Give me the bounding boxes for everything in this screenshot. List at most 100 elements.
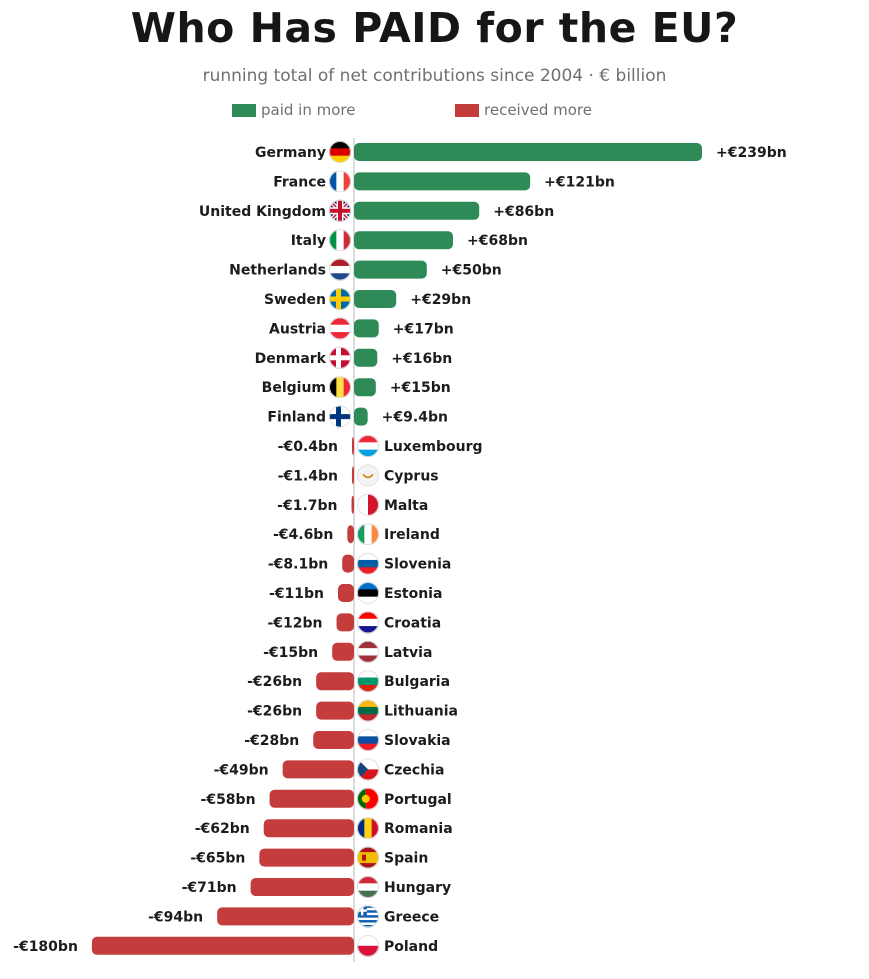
croatia-flag-icon: [357, 611, 379, 634]
category-label-netherlands: Netherlands: [229, 263, 326, 279]
legend-item-paid-in-more: paid in more: [232, 100, 355, 120]
category-label-hungary: Hungary: [384, 880, 451, 896]
value-label-austria: +€17bn: [393, 321, 454, 337]
value-label-greece: -€94bn: [148, 909, 203, 925]
malta-flag-icon: [357, 493, 379, 516]
category-label-luxembourg: Luxembourg: [384, 439, 483, 455]
bar-bulgaria: [316, 672, 354, 691]
bar-sweden: [354, 290, 397, 308]
value-label-cyprus: -€1.4bn: [278, 468, 338, 484]
bar-denmark: [354, 348, 378, 367]
category-label-belgium: Belgium: [262, 380, 326, 396]
value-label-poland: -€180bn: [13, 939, 78, 955]
value-label-romania: -€62bn: [195, 821, 250, 837]
category-label-malta: Malta: [384, 498, 428, 514]
bar-ireland: [347, 525, 354, 544]
spain-flag-icon: [357, 846, 379, 869]
value-label-czechia: -€49bn: [214, 762, 269, 778]
category-label-united-kingdom: United Kingdom: [199, 204, 326, 220]
category-label-slovakia: Slovakia: [384, 733, 451, 749]
value-label-portugal: -€58bn: [201, 792, 256, 808]
category-label-ireland: Ireland: [384, 527, 440, 543]
slovenia-flag-icon: [357, 552, 379, 575]
value-label-lithuania: -€26bn: [247, 704, 302, 720]
category-label-poland: Poland: [384, 939, 438, 955]
category-label-czechia: Czechia: [384, 762, 444, 778]
legend-label-received-more: received more: [484, 101, 592, 119]
value-label-latvia: -€15bn: [263, 645, 318, 661]
value-label-united-kingdom: +€86bn: [493, 204, 554, 220]
lithuania-flag-icon: [357, 699, 379, 722]
bar-finland: [354, 407, 368, 426]
bar-france: [354, 172, 531, 191]
category-label-italy: Italy: [291, 233, 326, 249]
bar-slovenia: [342, 554, 354, 573]
bar-italy: [354, 231, 454, 250]
france-flag-icon: [329, 170, 351, 193]
finland-flag-icon: [329, 405, 351, 428]
value-label-spain: -€65bn: [190, 851, 245, 867]
italy-flag-icon: [329, 229, 351, 252]
category-label-lithuania: Lithuania: [384, 704, 458, 720]
bar-slovakia: [313, 731, 354, 749]
category-label-portugal: Portugal: [384, 792, 452, 808]
bulgaria-flag-icon: [357, 670, 379, 693]
value-label-netherlands: +€50bn: [441, 263, 502, 279]
hungary-flag-icon: [357, 876, 379, 898]
category-label-latvia: Latvia: [384, 645, 432, 661]
bar-cyprus: [351, 466, 354, 485]
category-label-finland: Finland: [267, 410, 326, 426]
bar-greece: [217, 907, 354, 926]
bar-luxembourg: [352, 437, 354, 455]
germany-flag-icon: [329, 141, 351, 163]
legend-item-received-more: received more: [455, 100, 592, 120]
value-label-belgium: +€15bn: [390, 380, 451, 396]
cyprus-flag-icon: [357, 464, 379, 487]
category-label-bulgaria: Bulgaria: [384, 674, 450, 690]
category-label-croatia: Croatia: [384, 615, 441, 631]
bar-belgium: [354, 378, 376, 397]
value-label-germany: +€239bn: [716, 145, 787, 161]
poland-flag-icon: [357, 934, 379, 957]
belgium-flag-icon: [329, 376, 351, 399]
latvia-flag-icon: [357, 640, 379, 663]
portugal-flag-icon: [357, 787, 379, 810]
legend-label-paid-in-more: paid in more: [261, 101, 356, 119]
category-label-slovenia: Slovenia: [384, 557, 451, 573]
category-label-cyprus: Cyprus: [384, 468, 439, 484]
chart-title: Who Has PAID for the EU?: [130, 4, 739, 52]
bar-spain: [259, 848, 354, 867]
category-label-sweden: Sweden: [264, 292, 326, 308]
bar-latvia: [332, 642, 354, 661]
value-label-ireland: -€4.6bn: [273, 527, 333, 543]
category-label-france: France: [273, 174, 326, 190]
bar-romania: [263, 819, 354, 838]
bar-united-kingdom: [354, 201, 480, 220]
value-label-luxembourg: -€0.4bn: [278, 439, 338, 455]
bar-lithuania: [316, 701, 354, 720]
bar-austria: [354, 319, 379, 338]
chart-subtitle: running total of net contributions since…: [202, 66, 667, 86]
value-label-denmark: +€16bn: [391, 351, 452, 367]
ireland-flag-icon: [357, 523, 379, 546]
estonia-flag-icon: [357, 582, 379, 604]
category-label-estonia: Estonia: [384, 586, 442, 602]
luxembourg-flag-icon: [357, 435, 379, 457]
greece-flag-icon: [357, 905, 379, 928]
romania-flag-icon: [357, 817, 379, 840]
bar-germany: [354, 143, 702, 161]
value-label-estonia: -€11bn: [269, 586, 324, 602]
legend-swatch-green: [232, 103, 256, 117]
category-label-greece: Greece: [384, 909, 439, 925]
netherlands-flag-icon: [329, 258, 351, 281]
bar-hungary: [250, 878, 354, 896]
value-label-italy: +€68bn: [467, 233, 528, 249]
slovakia-flag-icon: [357, 729, 379, 751]
value-label-croatia: -€12bn: [267, 615, 322, 631]
bar-croatia: [336, 613, 354, 632]
denmark-flag-icon: [329, 346, 351, 369]
sweden-flag-icon: [329, 288, 351, 310]
bar-estonia: [337, 584, 354, 602]
value-label-slovenia: -€8.1bn: [268, 557, 328, 573]
